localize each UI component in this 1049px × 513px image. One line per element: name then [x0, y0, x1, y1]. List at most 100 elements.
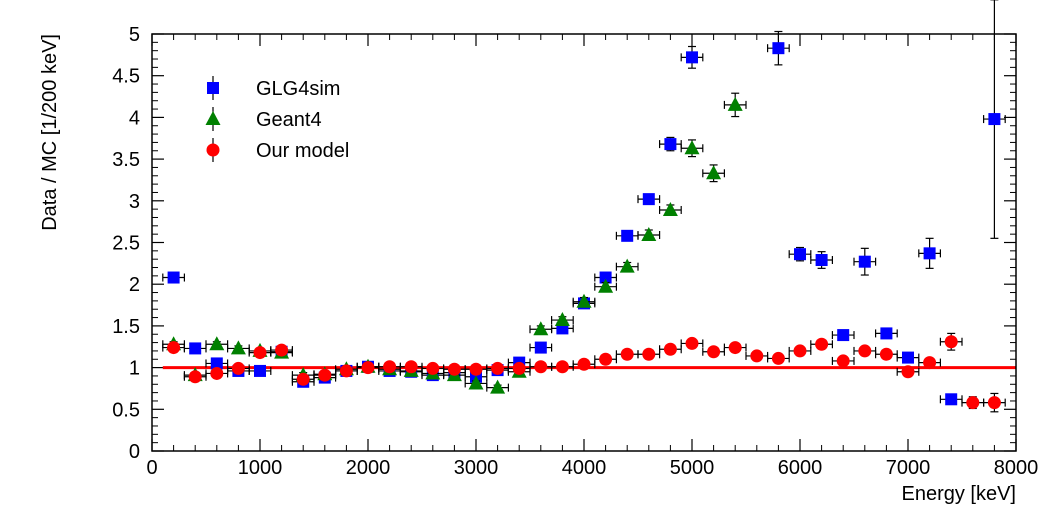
data-point: [253, 346, 267, 360]
data-point: [793, 344, 807, 358]
data-point: [534, 360, 548, 374]
legend: GLG4sim Geant4 Our model: [205, 76, 349, 162]
data-point: [685, 336, 699, 350]
data-point: [686, 51, 698, 64]
data-point: [339, 364, 353, 378]
data-point: [707, 345, 721, 359]
data-point: [794, 248, 806, 261]
data-point: [296, 372, 310, 386]
data-point: [772, 42, 785, 55]
data-point: [858, 344, 872, 358]
data-point: [404, 360, 418, 374]
data-point: [923, 247, 936, 260]
data-point: [880, 327, 893, 340]
y-tick-label: 0.5: [112, 399, 140, 421]
data-point: [189, 342, 202, 355]
x-tick-label: 6000: [778, 457, 823, 479]
series-geant4: [162, 92, 747, 394]
data-point: [815, 254, 828, 267]
series-layer: [162, 0, 1006, 413]
data-point: [727, 96, 743, 111]
data-point: [987, 396, 1001, 410]
x-axis-title: Energy [keV]: [901, 483, 1016, 505]
data-point: [599, 271, 612, 284]
tick-labels: 0 1000 2000 3000 4000 5000 6000 7000 8000 0 0.5 1 1.…: [112, 24, 1038, 479]
data-point: [469, 362, 483, 376]
data-point: [167, 341, 181, 355]
data-point: [598, 278, 614, 293]
x-tick-label: 7000: [886, 457, 931, 479]
y-tick-label: 1.5: [112, 316, 140, 338]
data-point: [230, 340, 246, 355]
y-tick-label: 2: [129, 274, 140, 296]
data-point: [599, 352, 613, 366]
data-point: [728, 341, 742, 355]
data-point: [621, 229, 634, 242]
y-tick-label: 1: [129, 358, 140, 380]
data-point: [684, 140, 700, 155]
series-our-model: [162, 332, 1006, 413]
x-tick-label: 1000: [238, 457, 283, 479]
data-point: [944, 335, 958, 349]
data-point: [837, 329, 850, 342]
data-point: [512, 361, 526, 375]
y-tick-label: 2.5: [112, 233, 140, 255]
data-point: [554, 312, 570, 327]
data-point: [988, 113, 1001, 126]
data-point: [577, 357, 591, 371]
series-glg4sim: [162, 0, 1006, 406]
data-point: [426, 361, 440, 375]
legend-marker-triangle: [205, 111, 221, 125]
data-point: [641, 226, 657, 241]
data-point: [620, 347, 634, 361]
x-tick-label: 5000: [670, 457, 715, 479]
data-point: [210, 357, 223, 370]
legend-marker-circle: [206, 143, 220, 157]
data-point: [231, 361, 245, 375]
data-point: [275, 343, 289, 357]
legend-marker-square: [207, 82, 219, 94]
data-point: [706, 165, 722, 180]
y-tick-label: 4.5: [112, 66, 140, 88]
data-point: [210, 366, 224, 380]
data-point: [318, 368, 332, 382]
data-point: [642, 193, 655, 206]
x-tick-label: 4000: [562, 457, 607, 479]
data-point: [534, 341, 547, 354]
data-point: [771, 351, 785, 365]
data-point: [923, 356, 937, 370]
data-point: [966, 396, 980, 410]
data-point: [945, 393, 958, 406]
data-point: [663, 342, 677, 356]
data-point: [902, 351, 914, 364]
x-tick-label: 2000: [346, 457, 391, 479]
y-axis-title: Data / MC [1/200 keV]: [39, 34, 61, 231]
data-point: [490, 379, 506, 394]
data-point: [836, 354, 850, 368]
data-point: [254, 364, 266, 377]
data-point: [750, 349, 764, 363]
data-point: [468, 375, 484, 390]
legend-label: GLG4sim: [256, 78, 340, 100]
legend-label: Geant4: [256, 109, 322, 131]
data-point: [664, 138, 677, 151]
data-point: [491, 361, 505, 375]
data-point: [188, 370, 202, 384]
x-tick-label: 0: [146, 457, 157, 479]
data-point: [209, 336, 225, 351]
y-tick-label: 5: [129, 24, 140, 46]
data-point: [383, 360, 397, 374]
data-point: [858, 255, 871, 268]
data-point: [533, 321, 549, 336]
data-point: [901, 365, 915, 379]
y-tick-label: 3: [129, 191, 140, 213]
data-point: [555, 360, 569, 374]
y-tick-label: 4: [129, 107, 140, 129]
y-tick-label: 3.5: [112, 149, 140, 171]
x-tick-label: 8000: [994, 457, 1039, 479]
data-point: [361, 361, 375, 375]
data-point: [576, 293, 592, 308]
data-point: [447, 362, 461, 376]
data-point: [879, 347, 893, 361]
